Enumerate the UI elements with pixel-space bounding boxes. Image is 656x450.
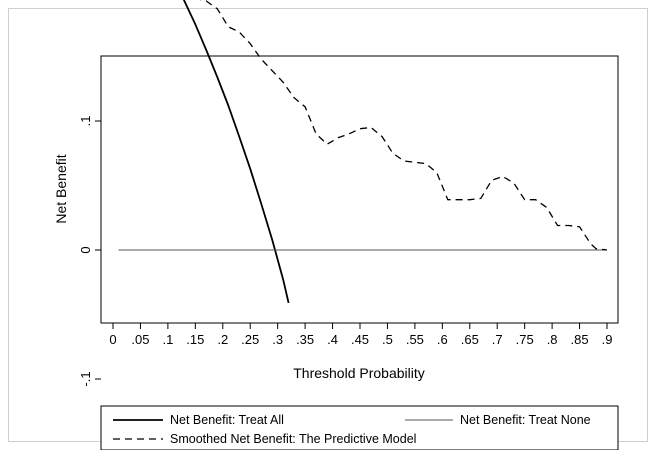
x-tick-label: .7 (492, 332, 503, 347)
x-axis-title: Threshold Probability (293, 365, 425, 381)
x-axis: 0 .05 .1 .15 .2 .25 .3 .35 .4 .45 .5 .55 .6 .65 .7 .75.… (109, 323, 612, 347)
x-tick-label: .25 (241, 332, 259, 347)
x-tick-label: 0 (109, 332, 116, 347)
x-tick-label: .9 (602, 332, 613, 347)
y-tick-label: -.1 (78, 371, 93, 386)
x-tick-label: .2 (217, 332, 228, 347)
y-axis-title: Net Benefit (53, 154, 69, 223)
x-tick-label: .6 (437, 332, 448, 347)
y-axis: -.10.1.2.3 (78, 116, 101, 387)
x-tick-label: .3 (272, 332, 283, 347)
series-treat-all-line (182, 0, 290, 304)
x-tick-label: .65 (461, 332, 479, 347)
x-tick-label: .45 (351, 332, 369, 347)
legend-label-predictive-model: Smoothed Net Benefit: The Predictive Mod… (170, 432, 416, 446)
x-tick-label: .15 (186, 332, 204, 347)
y-tick-label: 0 (78, 246, 93, 253)
x-tick-label: .75 (516, 332, 534, 347)
y-tick-label: .1 (78, 116, 93, 127)
x-tick-label: .85 (571, 332, 589, 347)
plot-area (100, 55, 619, 324)
x-tick-label: .35 (296, 332, 314, 347)
series-layer (118, 0, 608, 304)
x-tick-label: .8 (547, 332, 558, 347)
legend-label-treat-none: Net Benefit: Treat None (460, 413, 591, 427)
x-tick-label: .5 (382, 332, 393, 347)
legend: Net Benefit: Treat All Net Benefit: Trea… (100, 405, 619, 450)
x-tick-label: .1 (162, 332, 173, 347)
legend-label-treat-all: Net Benefit: Treat All (170, 413, 284, 427)
x-tick-label: .4 (327, 332, 338, 347)
series-predictive-model-line (199, 0, 608, 251)
x-tick-label: .55 (406, 332, 424, 347)
legend-box (100, 405, 619, 450)
x-tick-label: .05 (131, 332, 149, 347)
